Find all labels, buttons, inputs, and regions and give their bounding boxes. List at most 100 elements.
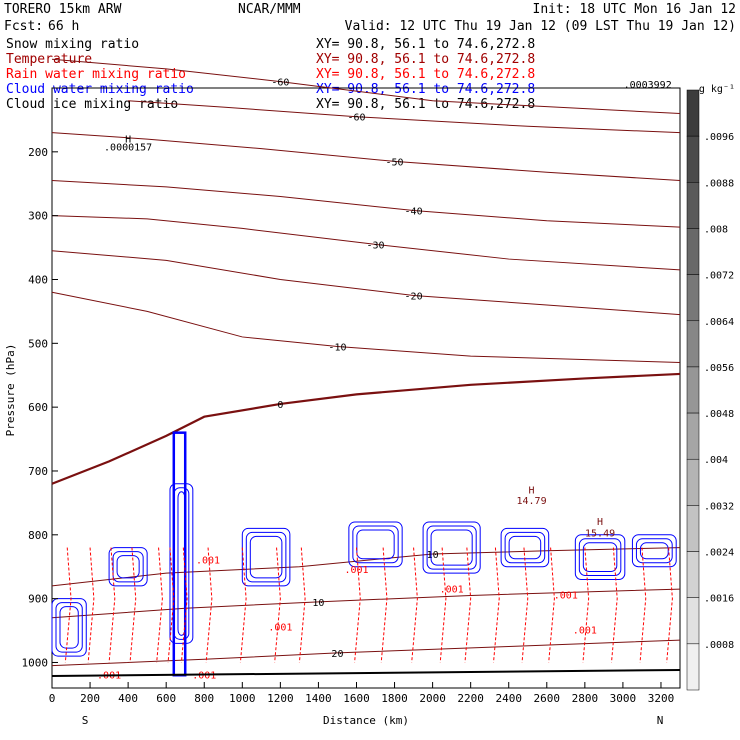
colorbar-label-3: .0072 [704,271,734,282]
isotherm-label-10: 20 [331,649,343,660]
rain-contour-17 [521,547,529,663]
field-xy-1: XY= 90.8, 56.1 to 74.6,272.8 [316,52,535,67]
colorbar-label-8: .0032 [704,501,734,512]
fcst-label: Fcst: [4,19,43,34]
cloud-water-blob-3-2 [249,535,283,579]
colorbar-label-7: .004 [704,455,728,466]
isotherm-label-9: 10 [312,598,324,609]
y-axis-label: Pressure (hPa) [4,344,17,437]
south-label: S [82,714,89,727]
rain-contour-6 [180,547,188,663]
cloud-water-blob-4-1 [352,525,399,564]
colorbar-box-9 [686,505,700,552]
cloud-water-blob-3-0 [241,527,291,587]
rain-contour-21 [639,547,647,663]
colorbar-label-1: .0088 [704,178,734,189]
cloud-water-blob-2-1 [173,487,190,640]
rain-contour-4 [156,547,163,663]
x-tick-label-11: 2200 [457,692,484,705]
annotation-0: H [125,134,131,145]
cloud-water-blob-6-0 [500,527,550,568]
field-xy-3: XY= 90.8, 56.1 to 74.6,272.8 [316,82,535,97]
y-tick-label-1: 300 [28,210,48,223]
rain-contour-2 [108,547,116,663]
colorbar-box-1 [686,135,700,183]
isotherm-label-0: -60 [271,78,289,89]
plot-frame [51,87,681,689]
y-tick-label-7: 900 [28,593,48,606]
isotherm-2 [51,132,681,182]
y-tick-label-3: 500 [28,337,48,350]
isotherm-label-5: -20 [405,291,423,302]
isotherm-6 [51,291,681,363]
rain-contour-15 [464,547,472,663]
cloud-water-blob-5-0 [422,521,481,574]
rain-contour-1 [87,547,95,663]
isotherm-0 [51,58,681,115]
rain-contour-9 [274,547,281,663]
x-tick-label-9: 1800 [381,692,408,705]
x-tick-label-4: 800 [194,692,214,705]
annotation-10: .001 [554,591,578,602]
isotherm-3 [51,180,681,228]
colorbar-label-0: .0096 [704,132,734,143]
x-axis: 0 200 400 600 800 1000 1200 1400 1600 1800 2000 220… [49,682,675,705]
colorbar-box-7 [686,412,700,460]
rain-contour-20 [610,547,618,663]
x-tick-label-7: 1400 [305,692,332,705]
colorbar-box-2 [686,182,700,229]
terrain-line [51,669,681,677]
isotherm-label-1: -60 [347,113,365,124]
contour-annotations: H.0000157.0003992H14.79H15.49.001.001.00… [97,80,672,681]
cloud-water-blob-4-2 [356,529,395,560]
field-list: Snow mixing ratio XY= 90.8, 56.1 to 74.6,… [6,37,535,112]
annotation-14: .001 [192,670,216,681]
cloud-water-blob-5-1 [426,525,477,570]
x-tick-label-13: 2600 [534,692,561,705]
x-axis-label: Distance (km) [323,714,409,727]
colorbar-label-5: .0056 [704,363,734,374]
x-tick-label-1: 200 [80,692,100,705]
annotation-8: .001 [344,565,368,576]
rain-contour-3 [129,547,137,663]
cloud-water-blob-8-1 [635,538,673,564]
cloud-water-blob-2-0 [169,483,194,644]
rain-contour-7 [205,547,213,663]
x-tick-label-15: 3000 [610,692,637,705]
rain-contour-19 [582,547,590,663]
rain-contour-16 [493,547,500,663]
cloud-water-blob-1-2 [116,555,140,579]
north-label: N [657,714,664,727]
cloud-water-blob-3-1 [245,531,287,583]
rain-contour-13 [411,547,418,663]
x-tick-label-6: 1200 [267,692,294,705]
colorbar: .0096 .0088 .008 .0072 .0064 .0056 .0048 .004 .0… [686,89,734,691]
cloud-water-blob-1-1 [112,551,144,583]
annotation-11: .001 [268,623,292,634]
cloud-water-blob-4-0 [348,521,403,568]
colorbar-box-11 [686,597,700,645]
colorbar-box-0 [686,89,700,137]
field-name-2: Rain water mixing ratio [6,67,186,82]
x-tick-label-3: 600 [156,692,176,705]
colorbar-label-4: .0064 [704,317,734,328]
rain-contour-0 [64,547,72,663]
annotation-5: H [597,517,603,528]
field-name-0: Snow mixing ratio [6,37,139,52]
colorbar-box-4 [686,274,700,322]
field-xy-4: XY= 90.8, 56.1 to 74.6,272.8 [316,97,535,112]
x-tick-label-10: 2000 [419,692,446,705]
center-title: NCAR/MMM [238,2,301,17]
rain-contour-22 [666,547,673,663]
isotherm-label-4: -30 [366,240,384,251]
colorbar-label-2: .008 [704,224,728,235]
annotation-12: .001 [573,626,597,637]
cloud-water-blob-5-2 [430,529,473,566]
x-tick-label-16: 3200 [648,692,675,705]
x-tick-label-8: 1600 [343,692,370,705]
cloud-water-blob-7-2 [582,542,618,572]
field-name-4: Cloud ice mixing ratio [6,97,178,112]
y-tick-label-8: 1000 [22,656,49,669]
colorbar-box-8 [686,458,700,506]
